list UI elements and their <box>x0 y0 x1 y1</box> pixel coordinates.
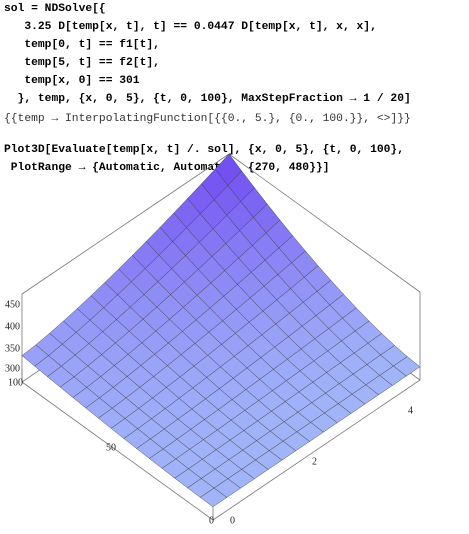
box-edge <box>212 379 421 521</box>
code-line: }, temp, {x, 0, 5}, {t, 0, 100}, MaxStep… <box>4 93 411 105</box>
code-line: temp[x, 0] == 301 <box>4 75 140 87</box>
x-tick-label: 0 <box>230 515 235 526</box>
code-line: PlotRange → {Automatic, Automatic, {270,… <box>4 162 330 174</box>
x-tick-label: 2 <box>312 456 317 467</box>
input-cell[interactable]: sol = NDSolve[{ 3.25 D[temp[x, t], t] ==… <box>4 0 411 108</box>
output-cell: {{temp → InterpolatingFunction[{{0., 5.}… <box>4 110 411 128</box>
t-tick-label: 50 <box>106 442 116 453</box>
code-line: temp[5, t] == f2[t], <box>4 57 160 69</box>
output-line: {{temp → InterpolatingFunction[{{0., 5.}… <box>4 113 411 125</box>
z-tick-label: 450 <box>5 299 20 310</box>
code-line: Plot3D[Evaluate[temp[x, t] /. sol], {x, … <box>4 144 404 156</box>
z-tick-label: 300 <box>5 363 20 374</box>
input-cell[interactable]: Plot3D[Evaluate[temp[x, t] /. sol], {x, … <box>4 141 404 177</box>
t-tick-label: 100 <box>8 377 23 388</box>
box-edge <box>21 381 214 521</box>
box-edge <box>21 153 230 295</box>
bounding-box <box>21 292 421 521</box>
box-edge <box>228 153 421 293</box>
code-line: sol = NDSolve[{ <box>4 3 106 15</box>
z-tick-label: 400 <box>5 321 20 332</box>
code-line: 3.25 D[temp[x, t], t] == 0.0447 D[temp[x… <box>4 21 377 33</box>
surface-patch <box>199 487 228 508</box>
surface <box>21 153 421 508</box>
z-tick-label: 350 <box>5 343 20 354</box>
x-tick-label: 4 <box>408 405 413 416</box>
t-tick-label: 0 <box>209 515 214 526</box>
code-line: temp[0, t] == f1[t], <box>4 39 160 51</box>
